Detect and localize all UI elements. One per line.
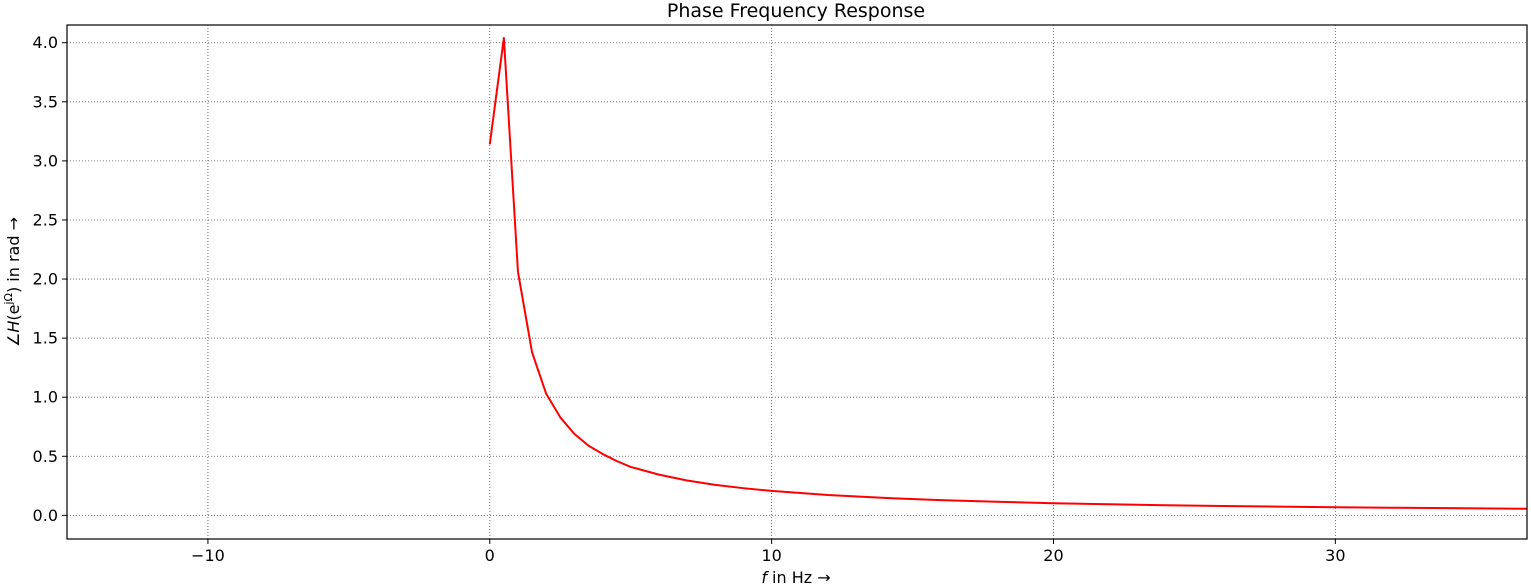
x-axis-ticks: −10 0 10 20 30 [191, 539, 1346, 565]
x-tick-label: 20 [1043, 546, 1063, 565]
x-axis-label-var: f [761, 568, 769, 587]
y-axis-label-angle: ∠ [4, 333, 23, 347]
y-tick-label: 2.5 [33, 210, 58, 229]
y-tick-label: 0.0 [33, 506, 58, 525]
y-tick-label: 4.0 [33, 33, 58, 52]
phase-series-line [488, 37, 1528, 510]
plot-frame [66, 24, 1528, 540]
grid-lines [67, 25, 1527, 539]
y-tick-label: 1.0 [33, 388, 58, 407]
x-axis-label: f in Hz → [761, 568, 830, 587]
y-tick-label: 0.5 [33, 447, 58, 466]
x-axis-label-unit: in Hz → [767, 568, 831, 587]
series-layer [488, 37, 1528, 510]
x-tick-label: 10 [761, 546, 781, 565]
y-tick-label: 3.0 [33, 151, 58, 170]
x-tick-label: 30 [1325, 546, 1345, 565]
y-tick-label: 3.5 [33, 92, 58, 111]
y-axis-label-sup: jΩ [2, 293, 15, 305]
x-tick-label: −10 [191, 546, 225, 565]
x-tick-label: 0 [485, 546, 495, 565]
chart-title: Phase Frequency Response [667, 0, 925, 22]
y-axis-label-close: ) in rad → [4, 217, 23, 293]
y-tick-label: 1.5 [33, 329, 58, 348]
y-axis-label-var: H [4, 321, 23, 333]
y-axis-label: ∠H(ejΩ) in rad → [2, 217, 23, 347]
y-tick-label: 2.0 [33, 270, 58, 289]
y-axis-label-open: (e [4, 305, 23, 321]
y-axis-ticks: 0.0 0.5 1.0 1.5 2.0 2.5 3.0 3.5 4.0 [33, 33, 67, 525]
